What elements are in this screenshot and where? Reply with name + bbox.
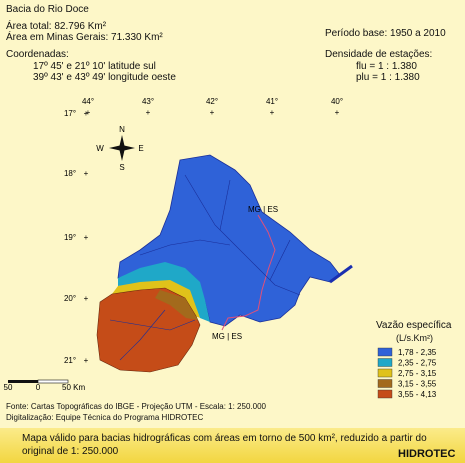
compass-e: E	[138, 144, 143, 153]
density-title: Densidade de estações:	[325, 49, 433, 60]
compass	[109, 135, 135, 161]
legend-swatch	[377, 347, 393, 357]
legend-title: Vazão específica	[376, 320, 452, 331]
basin-brown	[155, 290, 198, 320]
period: Período base: 1950 a 2010	[325, 28, 446, 39]
border-label: MG | ES	[248, 205, 278, 214]
legend-unit: (L/s.Km²)	[396, 333, 433, 343]
grid-cross: +	[84, 109, 89, 118]
note: Mapa válido para bacias hidrográficas co…	[22, 433, 427, 457]
density-flu: flu = 1 : 1.380	[356, 61, 417, 72]
grid-cross: +	[84, 233, 89, 242]
legend-swatch	[377, 389, 393, 399]
border-label: MG | ES	[212, 332, 242, 341]
basin-yellow	[112, 280, 200, 318]
legend-label: 2,75 - 3,15	[398, 369, 437, 378]
source: Fonte: Cartas Topográficas do IBGE - Pro…	[6, 402, 266, 411]
longitude-label: 41°	[266, 97, 278, 106]
compass-n: N	[119, 125, 125, 134]
longitude-label: 42°	[206, 97, 218, 106]
coast-spike	[329, 264, 353, 284]
bottom-bar	[0, 428, 465, 463]
longitude-label: 40°	[331, 97, 343, 106]
legend-label: 2,35 - 2,75	[398, 359, 437, 368]
legend-label: 3,15 - 3,55	[398, 380, 437, 389]
grid-cross: +	[335, 108, 340, 117]
legend-label: 1,78 - 2,35	[398, 348, 437, 357]
grid-cross: +	[86, 108, 91, 117]
scale-label: 0	[36, 383, 41, 392]
grid-cross: +	[84, 356, 89, 365]
digitization: Digitalização: Equipe Técnica do Program…	[6, 413, 204, 422]
longitude-label: 43°	[142, 97, 154, 106]
grid-cross: +	[84, 294, 89, 303]
brand: HIDROTEC	[398, 448, 456, 460]
latitude-label: 21°	[64, 356, 76, 365]
compass-w: W	[96, 144, 104, 153]
basin-blue	[117, 154, 341, 327]
area-mg: Área em Minas Gerais: 71.330 Km²	[6, 32, 163, 43]
compass-s: S	[119, 163, 124, 172]
latitude-label: 20°	[64, 294, 76, 303]
grid-cross: +	[270, 108, 275, 117]
scale-label: 50 Km	[62, 383, 85, 392]
state-border	[221, 214, 276, 331]
longitude-label: 44°	[82, 97, 94, 106]
legend-swatch	[377, 358, 393, 367]
grid-cross: +	[84, 169, 89, 178]
latitude-label: 18°	[64, 169, 76, 178]
rivers	[109, 174, 301, 361]
basin-cyan	[118, 262, 210, 322]
grid-cross: +	[146, 108, 151, 117]
scale-bar	[8, 379, 69, 384]
grid-cross: +	[210, 108, 215, 117]
scale-label: 50	[4, 383, 13, 392]
legend-swatch	[377, 379, 393, 388]
latitude-label: 17°	[64, 109, 76, 118]
legend-swatch	[377, 368, 393, 378]
coords-title: Coordenadas:	[6, 49, 69, 60]
area-total: Área total: 82.796 Km²	[6, 21, 107, 32]
latitude-label: 19°	[64, 233, 76, 242]
density-plu: plu = 1 : 1.380	[356, 72, 420, 83]
legend-label: 3,55 - 4,13	[398, 390, 437, 399]
title: Bacia do Rio Doce	[6, 4, 89, 15]
lon-range: 39º 43' e 43º 49' longitude oeste	[33, 72, 176, 83]
lat-range: 17º 45' e 21º 10' latitude sul	[33, 61, 156, 72]
